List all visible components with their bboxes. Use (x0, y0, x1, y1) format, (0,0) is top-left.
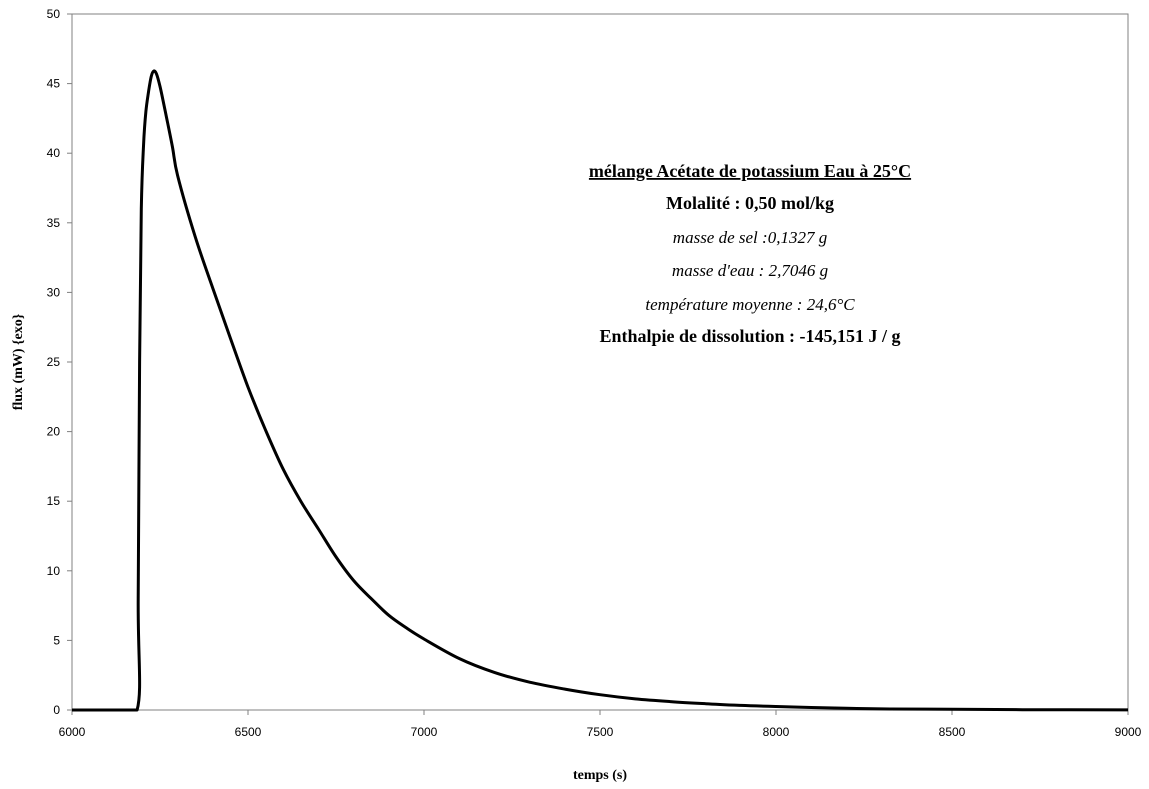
x-tick-label: 6000 (59, 725, 86, 739)
y-tick-label: 15 (47, 494, 61, 508)
annotation-mean-temperature: température moyenne : 24,6°C (645, 295, 855, 314)
x-axis-ticks: 6000 6500 7000 7500 8000 8500 9000 (59, 710, 1142, 739)
y-tick-label: 0 (53, 703, 60, 717)
y-tick-label: 50 (47, 7, 61, 21)
y-tick-label: 30 (47, 285, 61, 299)
x-tick-label: 8000 (763, 725, 790, 739)
series-line (72, 69, 1129, 712)
y-tick-label: 45 (47, 77, 61, 91)
x-tick-label: 7500 (587, 725, 614, 739)
annotation-molality: Molalité : 0,50 mol/kg (666, 193, 834, 213)
y-tick-label: 5 (53, 633, 60, 647)
annotation-title: mélange Acétate de potassium Eau à 25°C (589, 161, 911, 181)
y-tick-label: 20 (47, 425, 61, 439)
x-tick-label: 7000 (411, 725, 438, 739)
plot-area (71, 13, 1129, 711)
annotation-box: mélange Acétate de potassium Eau à 25°C … (589, 161, 911, 346)
y-tick-label: 40 (47, 146, 61, 160)
y-axis-ticks: 0 5 10 15 20 25 30 35 40 45 50 (47, 7, 72, 717)
annotation-dissolution-enthalpy: Enthalpie de dissolution : -145,151 J / … (599, 326, 900, 346)
x-tick-label: 6500 (235, 725, 262, 739)
x-axis-title: temps (s) (573, 768, 627, 783)
y-tick-label: 35 (47, 216, 61, 230)
x-tick-label: 9000 (1115, 725, 1142, 739)
annotation-water-mass: masse d'eau : 2,7046 g (672, 261, 828, 280)
annotation-salt-mass: masse de sel :0,1327 g (673, 228, 827, 247)
y-axis-title: flux (mW) {exo} (11, 313, 26, 410)
y-tick-label: 10 (47, 564, 61, 578)
x-tick-label: 8500 (939, 725, 966, 739)
y-tick-label: 25 (47, 355, 61, 369)
